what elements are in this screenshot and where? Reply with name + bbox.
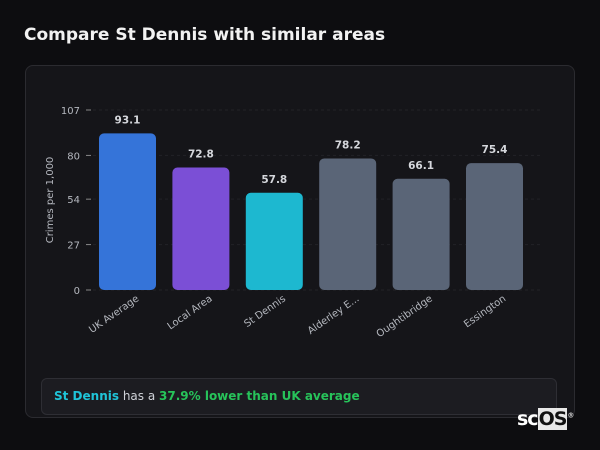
page-title: Compare St Dennis with similar areas [24, 25, 386, 45]
data-label: 93.1 [115, 114, 141, 126]
y-tick-label: 0 [74, 286, 80, 297]
bar [319, 158, 377, 290]
data-label: 57.8 [261, 174, 287, 186]
summary-highlight: 37.9% lower than UK average [159, 389, 360, 403]
y-tick-label: 80 [67, 151, 80, 162]
bar [245, 192, 303, 290]
x-tick-label: Local Area [166, 293, 215, 332]
summary-area: St Dennis [54, 389, 119, 403]
y-tick-label: 54 [67, 195, 80, 206]
bar [466, 163, 523, 290]
x-tick-label: UK Average [87, 293, 141, 335]
x-tick-label: Alderley E... [306, 293, 362, 336]
x-tick-label: Essington [462, 293, 508, 330]
summary-text: has a [119, 389, 160, 403]
summary-box: St Dennis has a 37.9% lower than UK aver… [41, 378, 557, 415]
x-tick-label: St Dennis [242, 293, 288, 330]
bar [99, 133, 156, 290]
bar [172, 167, 230, 290]
data-label: 75.4 [482, 144, 508, 156]
data-label: 72.8 [188, 149, 214, 161]
data-label: 78.2 [335, 139, 361, 151]
bar [392, 178, 450, 290]
y-axis-label: Crimes per 1,000 [45, 157, 56, 244]
y-tick-label: 107 [61, 106, 80, 117]
scos-logo: scOS® [517, 408, 574, 430]
y-tick-label: 27 [67, 241, 80, 252]
data-label: 66.1 [408, 160, 434, 172]
x-tick-label: Oughtibridge [375, 293, 435, 340]
